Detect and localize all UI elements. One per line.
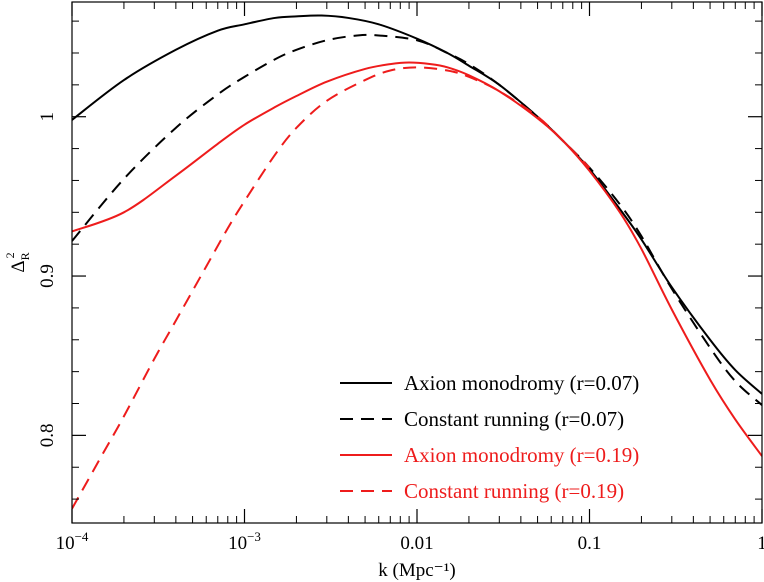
x-tick-label: 0.1 (578, 533, 602, 554)
series-layer (72, 14, 762, 510)
x-tick-label: 1 (757, 533, 764, 554)
series-line-constant-running-r-0-19 (72, 66, 591, 510)
legend-label: Axion monodromy (r=0.19) (404, 443, 639, 467)
y-axis-label: ΔR2 (3, 252, 32, 272)
legend-label: Constant running (r=0.07) (404, 407, 624, 431)
x-tick-label: 10−3 (228, 529, 261, 554)
tick-layer (71, 2, 763, 523)
legend-label: Axion monodromy (r=0.07) (404, 371, 639, 395)
y-tick-label: 1 (37, 112, 58, 122)
series-line-constant-running-r-0-07 (72, 33, 762, 406)
x-tick-label: 10−4 (56, 529, 89, 554)
series-line-axion-monodromy-r-0-19 (72, 61, 762, 457)
y-tick-label: 0.9 (37, 264, 58, 288)
series-line-axion-monodromy-r-0-07 (72, 14, 762, 395)
y-tick-label: 0.8 (37, 423, 58, 447)
legend: Axion monodromy (r=0.07) Constant running… (340, 371, 639, 503)
x-tick-label: 0.01 (400, 533, 433, 554)
x-axis-label: k (Mpc⁻¹) (378, 560, 455, 581)
legend-label: Constant running (r=0.19) (404, 479, 624, 503)
label-layer: 10−4 10−3 0.01 0.1 1 0.8 0.9 1 k (Mpc⁻¹) ΔR2 (3, 112, 764, 581)
